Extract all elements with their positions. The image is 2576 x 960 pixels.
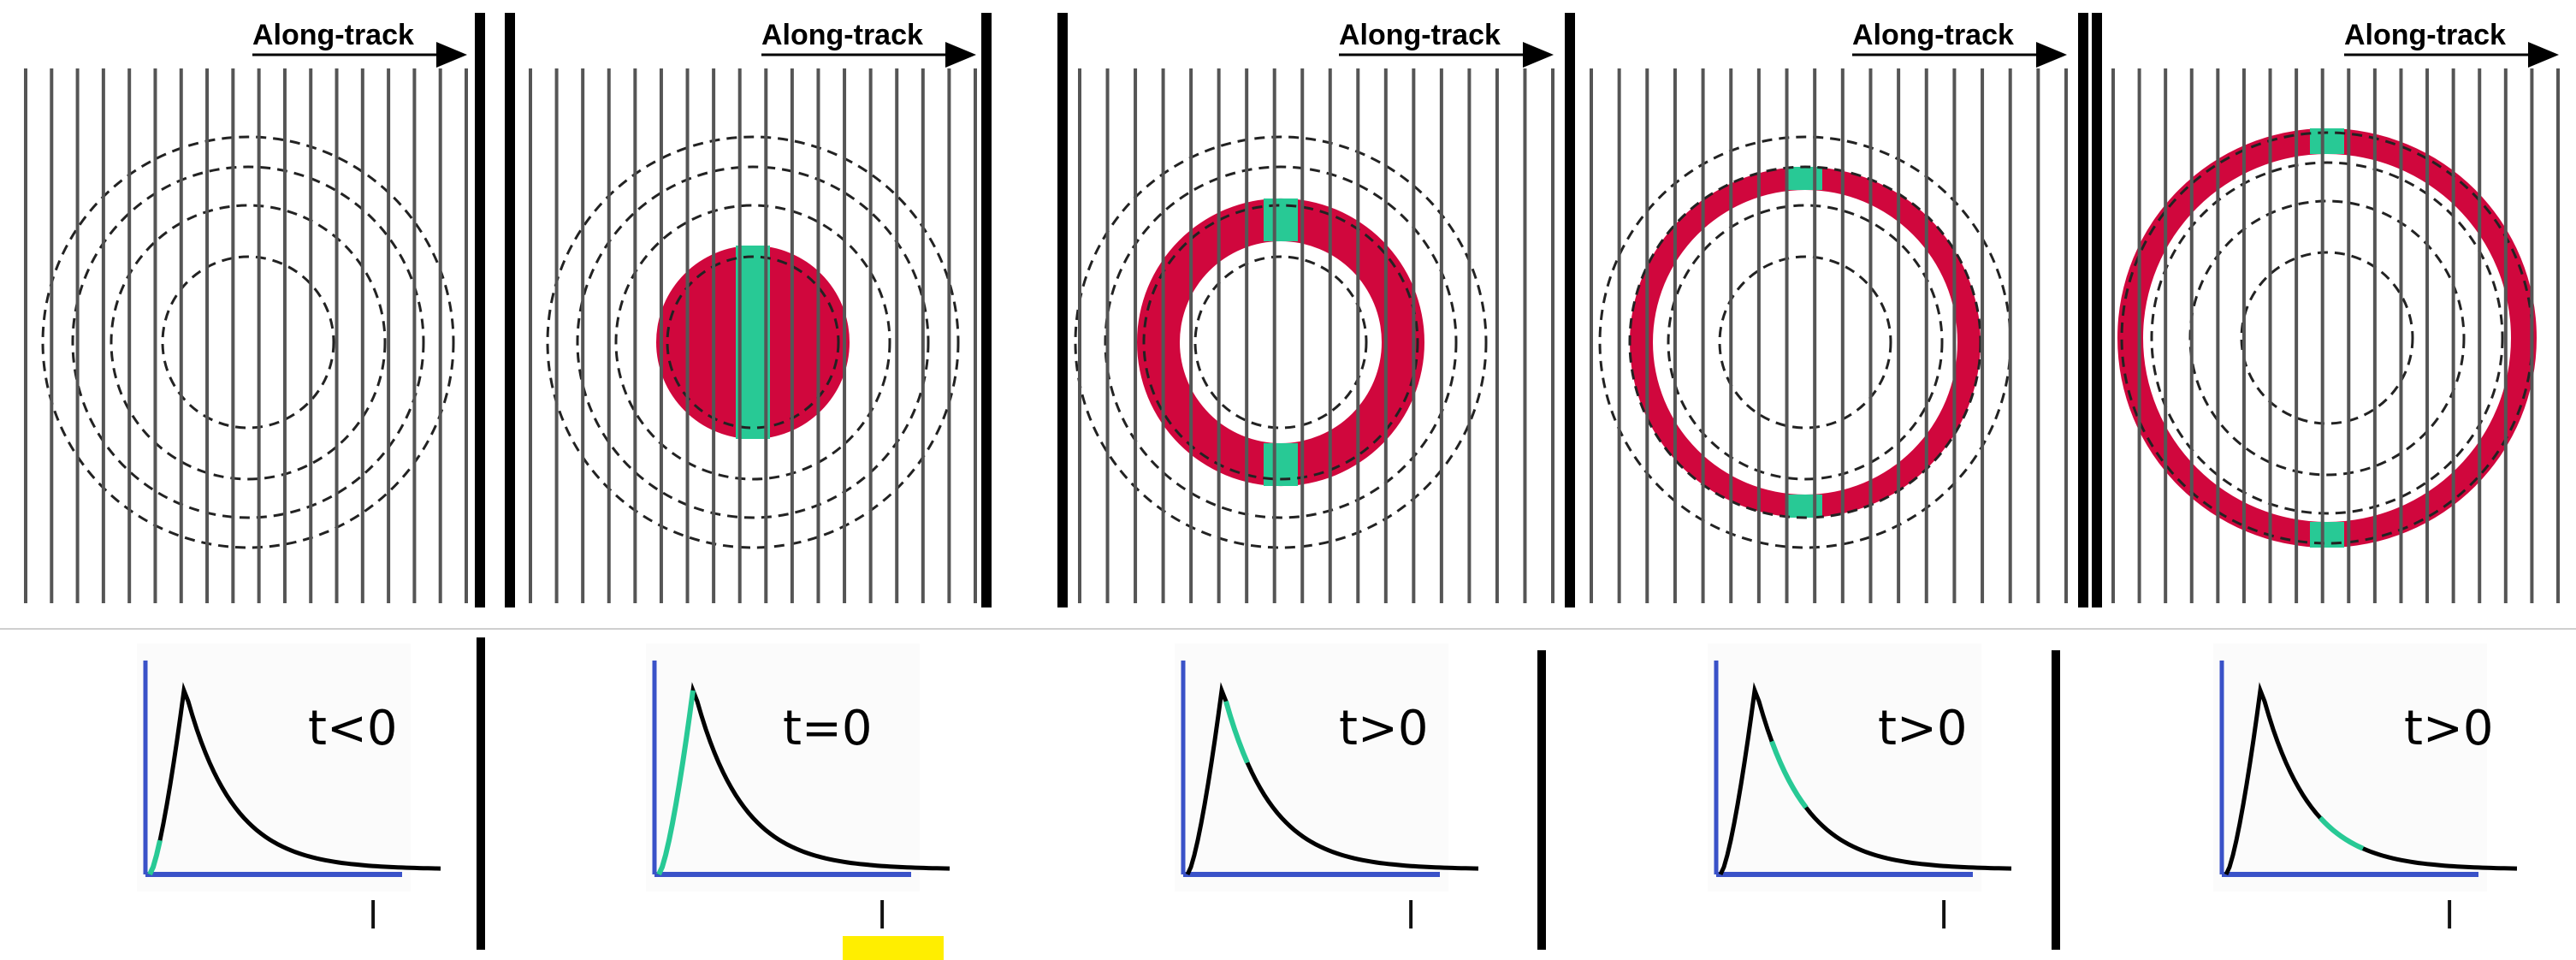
tick-mark: l [368,894,378,938]
plot-area [1175,643,1448,892]
range-ring-1 [2240,251,2414,425]
plot-area [1708,643,1981,892]
illuminated-annulus [2117,128,2537,548]
along-track-label: Along-track [1852,19,2014,51]
waveform-plot-3: t>0 l [1175,643,1479,938]
plot-area [2213,643,2487,892]
highlight-marker [843,936,944,960]
along-track-label: Along-track [761,19,923,51]
waveform-highlight [1223,700,1250,764]
bottom-separator-1 [1537,650,1546,950]
illuminated-annulus [1136,198,1425,487]
range-ring-2 [1667,204,1944,481]
time-label: t=0 [783,701,873,756]
nadir-strip-top [1788,167,1822,190]
bottom-separator-0 [477,637,485,950]
range-ring-4 [1598,135,2012,549]
range-ring-4 [546,135,960,549]
waveform-highlight [656,690,696,876]
panel-5: Along-track [2111,19,2560,603]
range-ring-2 [1142,204,1419,481]
plot-area [646,643,920,892]
range-ring-1 [161,255,335,430]
panel-1: Along-track [24,19,468,603]
waveform-highlight [1769,740,1809,809]
waveform-curve [147,682,441,876]
waveform-highlight [147,839,163,876]
along-track-label: Along-track [2344,19,2506,51]
nadir-strip-bottom [1788,495,1822,518]
range-ring-4 [1074,135,1488,549]
time-label: t>0 [1339,701,1429,756]
along-track-label: Along-track [1339,19,1501,51]
waveform-plot-2: t=0 l [646,643,950,938]
panel-2: Along-track [529,19,977,603]
range-ring-2 [2188,199,2466,477]
waveform-curve [656,682,950,876]
panel-4: Along-track [1590,19,2068,603]
range-ring-2 [614,204,891,481]
range-ring-1 [1193,255,1368,430]
plot-area [137,643,411,892]
panel-separator-0 [475,13,485,607]
panel-separator-3 [1057,13,1068,607]
time-label: t>0 [1878,701,1968,756]
panel-separator-4 [1565,13,1575,607]
range-ring-1 [666,255,840,430]
tick-mark: l [1406,894,1416,938]
range-ring-4 [41,135,455,549]
range-ring-3 [2150,161,2504,515]
waveform-highlight [2318,815,2365,851]
tick-mark: l [1939,894,1949,938]
tick-mark: l [877,894,887,938]
waveform-plot-5: t>0 l [2213,643,2518,938]
panel-separator-5 [2078,13,2088,607]
waveform-plot-1: t<0 l [137,643,441,938]
panel-separator-6 [2092,13,2102,607]
tick-mark: l [2444,894,2455,938]
range-ring-2 [110,204,387,481]
along-track-label: Along-track [252,19,414,51]
waveform-curve [2224,682,2518,876]
panel-3: Along-track [1074,19,1554,603]
range-ring-3 [1104,165,1458,519]
range-ring-3 [1628,165,1982,519]
bottom-separator-2 [2052,650,2060,950]
range-ring-3 [71,165,425,519]
range-ring-1 [1718,255,1892,430]
time-label: t<0 [308,701,398,756]
panel-separator-1 [505,13,515,607]
waveform-curve [1718,682,2012,876]
time-label: t>0 [2404,701,2494,756]
range-ring-3 [576,165,930,519]
panel-separator-2 [981,13,992,607]
waveform-plot-4: t>0 l [1708,643,2012,938]
